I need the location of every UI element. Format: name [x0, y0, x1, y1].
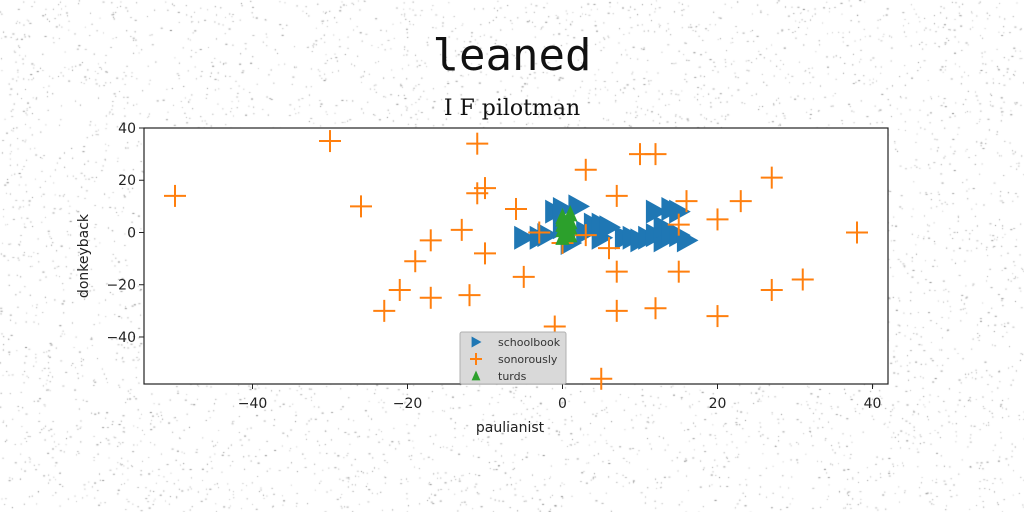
schoolbook-point — [645, 199, 668, 224]
sonorously-point — [590, 367, 613, 390]
x-tick-label: −40 — [238, 396, 268, 412]
sonorously-point — [388, 278, 411, 301]
sonorously-point — [605, 299, 628, 322]
sonorously-point — [419, 286, 442, 309]
sonorously-point — [667, 213, 690, 236]
sonorously-point — [605, 184, 628, 207]
schoolbook-point — [514, 225, 536, 250]
sonorously-point — [528, 221, 551, 244]
legend-marker-sonorously — [470, 353, 482, 365]
sonorously-point — [675, 190, 698, 213]
sonorously-point — [729, 190, 752, 213]
sonorously-point — [512, 265, 535, 288]
sonorously-point — [350, 195, 372, 218]
schoolbook-point — [568, 194, 590, 219]
legend-marker-turds — [471, 370, 481, 381]
chart-title: I F pilotman — [443, 96, 581, 121]
sonorously-point — [373, 299, 396, 322]
sonorously-point — [760, 166, 783, 189]
sonorously-point — [644, 297, 667, 320]
sonorously-point — [419, 229, 442, 252]
legend-label-turds: turds — [498, 370, 527, 383]
y-tick-label: 20 — [118, 173, 136, 189]
sonorously-point — [605, 260, 628, 283]
sonorously-point — [846, 221, 868, 244]
legend-label-schoolbook: schoolbook — [498, 336, 561, 349]
sonorously-point — [574, 224, 597, 247]
sonorously-point — [574, 158, 597, 181]
sonorously-point — [474, 177, 496, 200]
y-axis-label: donkeyback — [76, 213, 92, 298]
sonorously-point — [505, 197, 527, 220]
x-tick-label: 0 — [558, 396, 567, 412]
sonorously-point — [667, 260, 690, 283]
turds-point — [563, 226, 578, 243]
schoolbook-point — [599, 215, 621, 240]
schoolbook-point — [537, 223, 559, 248]
x-tick-label: 40 — [864, 396, 882, 412]
x-tick-label: 20 — [709, 396, 727, 412]
sonorously-point — [466, 132, 489, 155]
schoolbook-point — [669, 199, 691, 224]
sonorously-point — [319, 130, 341, 153]
sonorously-point — [458, 284, 481, 307]
schoolbook-point — [552, 196, 575, 221]
sonorously-point — [706, 305, 729, 328]
y-tick-label: −40 — [106, 330, 136, 346]
sonorously-point — [474, 242, 496, 265]
x-axis-label: paulianist — [476, 420, 545, 436]
sonorously-point — [644, 143, 667, 166]
sonorously-point — [760, 278, 783, 301]
y-tick-label: 40 — [118, 121, 136, 137]
figure-suptitle: leaned — [432, 30, 592, 81]
legend-box — [459, 331, 567, 385]
schoolbook-point — [676, 228, 699, 253]
sonorously-point — [404, 250, 427, 273]
turds-point — [555, 207, 570, 225]
sonorously-point — [450, 218, 473, 241]
legend-label-sonorously: sonorously — [498, 353, 558, 366]
sonorously-point — [791, 268, 814, 291]
sonorously-point — [164, 184, 186, 207]
y-tick-label: 0 — [127, 225, 136, 241]
sonorously-point — [598, 237, 620, 260]
y-tick-label: −20 — [106, 278, 136, 294]
sonorously-point — [706, 208, 729, 231]
x-tick-label: −20 — [393, 396, 423, 412]
legend-marker-schoolbook — [471, 336, 482, 348]
